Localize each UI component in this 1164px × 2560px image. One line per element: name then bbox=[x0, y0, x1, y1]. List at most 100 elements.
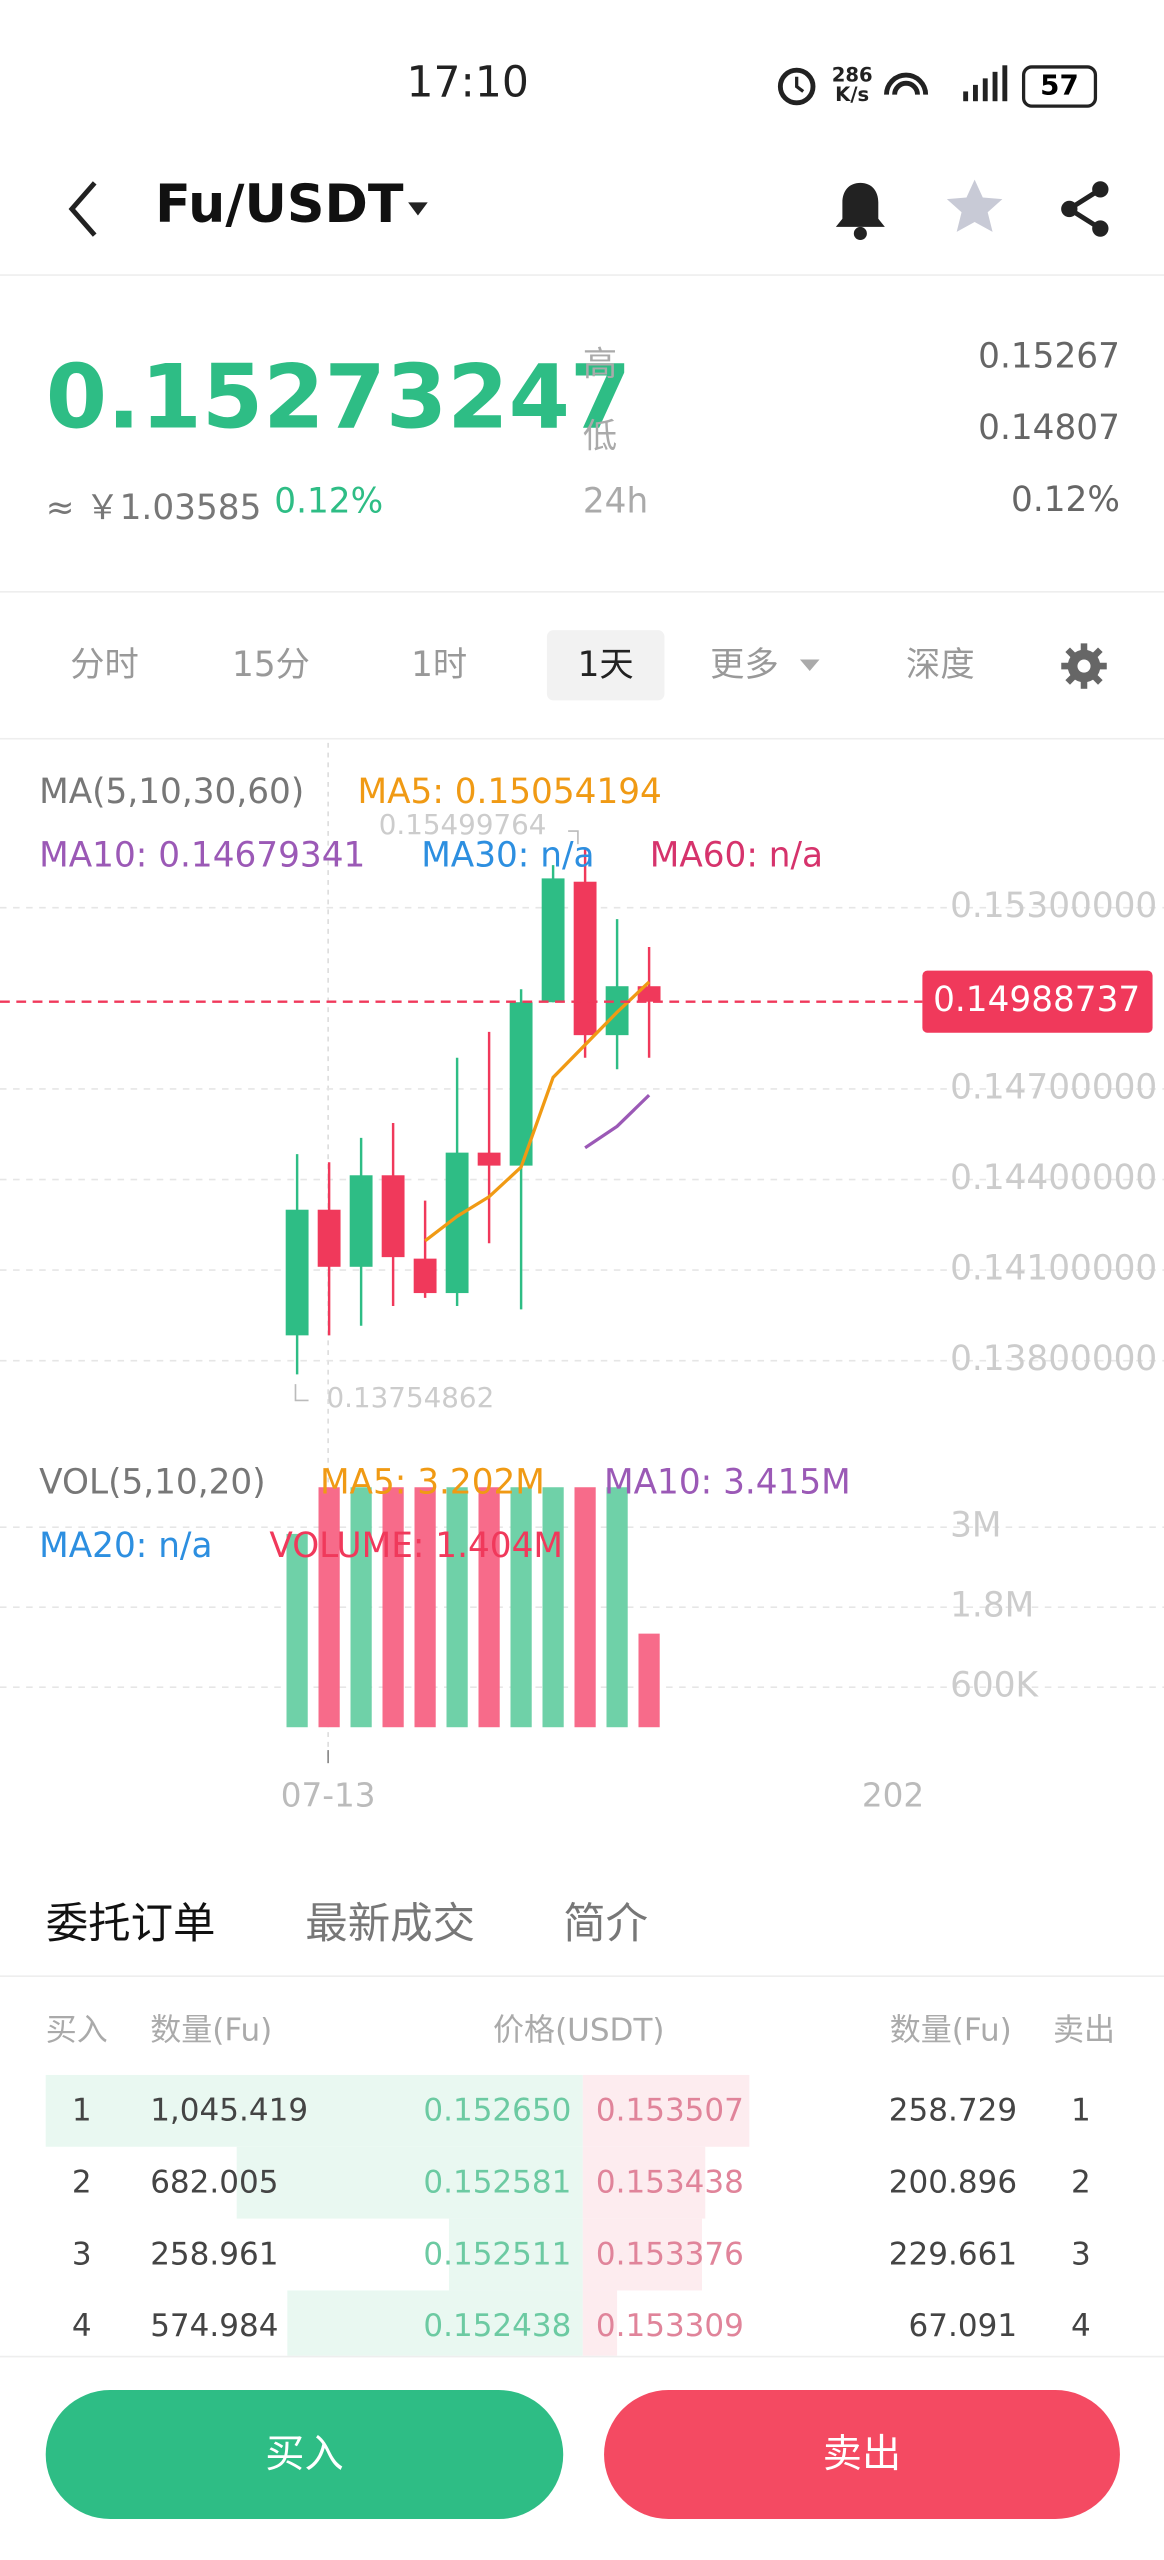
volume-bar bbox=[414, 1487, 436, 1728]
y-tick-label: 0.13800000 bbox=[950, 1339, 1157, 1379]
volume-bar bbox=[606, 1487, 628, 1728]
book-cell: 0.153438 bbox=[595, 2164, 744, 2201]
interval-tab[interactable]: 深度 bbox=[906, 644, 975, 685]
x-tick-label: 202 bbox=[862, 1776, 924, 1814]
bell-icon[interactable] bbox=[829, 176, 891, 241]
volume-bar bbox=[574, 1487, 596, 1728]
book-cell: 574.984 bbox=[150, 2308, 279, 2345]
bid-depth bbox=[448, 2218, 583, 2291]
pair-caret[interactable] bbox=[405, 199, 431, 219]
volume-bar bbox=[446, 1487, 468, 1728]
book-cell: 67.091 bbox=[908, 2308, 1018, 2345]
buy-button[interactable]: 买入 bbox=[45, 2390, 564, 2520]
chart-title: MA(5,10,30,60) bbox=[39, 772, 304, 812]
stat-label: 低 bbox=[582, 416, 618, 456]
candle-body bbox=[509, 1002, 533, 1166]
candle-body bbox=[317, 1209, 341, 1267]
min-arrow bbox=[294, 1384, 309, 1402]
book-row: 4 574.984 0.152438 0.153309 67.091 4 bbox=[0, 2290, 1164, 2363]
stat-value: 0.14807 bbox=[978, 408, 1120, 448]
chart-title: VOL(5,10,20) bbox=[39, 1462, 265, 1502]
legend-entry: MA10: 0.14679341 bbox=[39, 836, 365, 876]
y-tick-label: 0.14100000 bbox=[950, 1249, 1157, 1289]
candle-body bbox=[445, 1152, 469, 1294]
y-tick-label: 0.14700000 bbox=[950, 1067, 1157, 1107]
sell-button[interactable]: 卖出 bbox=[604, 2390, 1120, 2520]
ask-depth bbox=[582, 2146, 706, 2219]
ask-depth bbox=[582, 2290, 618, 2363]
y-tick-label: 1.8M bbox=[950, 1586, 1034, 1626]
back-button[interactable] bbox=[62, 176, 111, 241]
book-cell: 258.729 bbox=[888, 2092, 1018, 2129]
book-cell: 0.153507 bbox=[595, 2092, 744, 2129]
last-price: 0.15273247 bbox=[45, 346, 632, 449]
star-icon[interactable] bbox=[944, 176, 1006, 238]
book-header: 数量(Fu) bbox=[150, 2012, 273, 2049]
ma-line bbox=[584, 1093, 651, 1150]
candle-body bbox=[573, 881, 597, 1036]
pair-title[interactable]: Fu/USDT bbox=[155, 173, 404, 236]
kline-chart: 0.15300000 0.14700000 0.14400000 0.14100000… bbox=[0, 742, 1164, 1814]
candle-body bbox=[637, 986, 661, 1002]
settings-icon[interactable] bbox=[1061, 643, 1107, 689]
stat-label: 高 bbox=[582, 344, 618, 384]
book-cell: 1 bbox=[1070, 2092, 1091, 2129]
candle-body bbox=[285, 1209, 309, 1336]
book-cell: 0.152581 bbox=[423, 2164, 572, 2201]
interval-tab[interactable]: 分时 bbox=[70, 644, 139, 685]
book-cell: 2 bbox=[1070, 2164, 1091, 2201]
legend-entry: VOLUME: 1.404M bbox=[269, 1526, 563, 1566]
interval-tab[interactable]: 15分 bbox=[232, 644, 310, 685]
book-header: 价格(USDT) bbox=[493, 2012, 665, 2049]
volume-bar bbox=[382, 1487, 404, 1728]
y-tick-label: 3M bbox=[950, 1506, 1001, 1546]
bid-depth bbox=[45, 2074, 583, 2147]
min-label: 0.13754862 bbox=[327, 1381, 495, 1414]
candle-body bbox=[413, 1258, 437, 1294]
order-tab[interactable]: 简介 bbox=[563, 1900, 649, 1950]
max-label: 0.15499764 bbox=[379, 808, 547, 841]
order-tab[interactable]: 委托订单 bbox=[45, 1900, 216, 1950]
book-row: 3 258.961 0.152511 0.153376 229.661 3 bbox=[0, 2218, 1164, 2291]
ask-depth bbox=[582, 2218, 702, 2291]
book-cell: 1 bbox=[71, 2092, 92, 2129]
volume-bar bbox=[478, 1487, 500, 1728]
volume-bar bbox=[510, 1487, 532, 1728]
order-tab[interactable]: 最新成交 bbox=[305, 1900, 476, 1950]
candle-body bbox=[349, 1175, 373, 1267]
y-tick-label: 0.15300000 bbox=[950, 886, 1157, 926]
alarm-icon bbox=[777, 67, 816, 106]
book-header: 卖出 bbox=[1052, 2012, 1116, 2049]
book-cell: 0.153376 bbox=[595, 2236, 744, 2273]
x-tick-label: 07-13 bbox=[281, 1776, 376, 1814]
last-price-box bbox=[922, 970, 1153, 1033]
interval-tab[interactable]: 1时 bbox=[411, 644, 468, 685]
volume-bar bbox=[286, 1533, 308, 1728]
stat-label: 24h bbox=[582, 481, 649, 521]
y-tick-label: 0.14400000 bbox=[950, 1158, 1157, 1198]
bid-depth bbox=[236, 2146, 583, 2219]
legend-entry: MA5: 3.202M bbox=[320, 1462, 545, 1502]
price-change: 0.12% bbox=[274, 481, 384, 521]
share-icon[interactable] bbox=[1058, 180, 1114, 239]
volume-bar bbox=[318, 1487, 340, 1728]
stat-value: 0.12% bbox=[1011, 479, 1120, 520]
legend-entry: MA30: n/a bbox=[421, 836, 594, 876]
caret bbox=[799, 659, 820, 671]
status-time: 17:10 bbox=[406, 58, 529, 108]
book-cell: 3 bbox=[1070, 2236, 1091, 2273]
net-speed: 286 K/s bbox=[831, 63, 873, 107]
volume-bar bbox=[638, 1633, 660, 1728]
book-cell: 2 bbox=[71, 2164, 92, 2201]
max-arrow bbox=[568, 830, 579, 845]
candle-body bbox=[477, 1152, 501, 1166]
book-row: 2 682.005 0.152581 0.153438 200.896 2 bbox=[0, 2146, 1164, 2219]
ask-depth bbox=[582, 2074, 750, 2147]
interval-tab[interactable]: 1天 bbox=[546, 630, 665, 701]
candle-body bbox=[381, 1175, 405, 1258]
book-cell: 4 bbox=[1070, 2308, 1091, 2345]
signal-icons bbox=[884, 65, 1008, 102]
legend-entry: MA10: 3.415M bbox=[604, 1462, 851, 1502]
interval-tab[interactable]: 更多 bbox=[710, 644, 779, 685]
book-cell: 0.152511 bbox=[423, 2236, 572, 2273]
